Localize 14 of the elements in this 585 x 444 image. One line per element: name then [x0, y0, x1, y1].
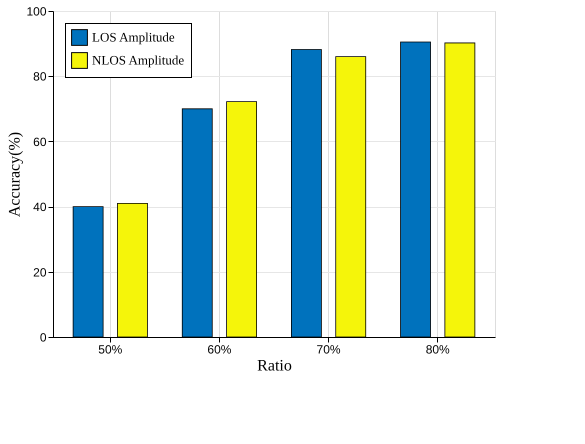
x-tick-label: 50% — [98, 342, 123, 356]
y-tick-label: 0 — [40, 330, 47, 344]
y-axis-title: Accuracy(%) — [6, 132, 24, 218]
x-tick-label: 80% — [426, 342, 450, 356]
y-tick-label: 100 — [26, 4, 47, 18]
x-tick-label: 70% — [316, 342, 341, 356]
y-tick-label: 80 — [33, 70, 47, 84]
y-tick-label: 60 — [33, 134, 47, 149]
y-tick-label: 20 — [33, 265, 47, 280]
y-tick-label: 40 — [33, 200, 47, 214]
legend-label: LOS Amplitude — [92, 30, 175, 44]
x-axis-title: Ratio — [257, 358, 292, 374]
legend-label: NLOS Amplitude — [92, 52, 184, 68]
x-tick-label: 60% — [207, 342, 232, 356]
